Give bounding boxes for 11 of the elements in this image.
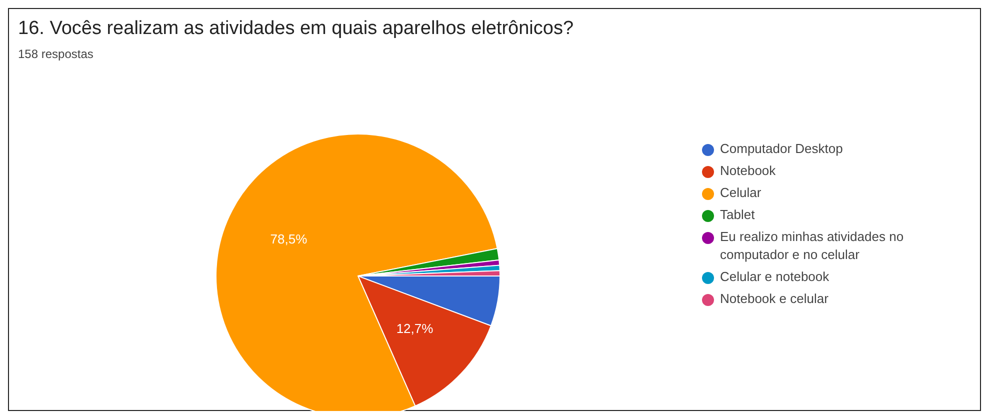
legend-label: Eu realizo minhas atividades no computador e no celular bbox=[720, 229, 904, 262]
data-label: 12,7% bbox=[396, 321, 434, 336]
chart-title: 16. Vocês realizam as atividades em quais aparelhos eletrônicos? bbox=[18, 18, 574, 39]
legend-label: Notebook bbox=[720, 163, 776, 178]
legend-label: Notebook e celular bbox=[720, 291, 830, 306]
legend-label: Celular e notebook bbox=[720, 269, 830, 284]
legend-label: Celular bbox=[720, 185, 762, 200]
text: 158 respostas bbox=[18, 47, 94, 61]
legend-label: Tablet bbox=[720, 207, 756, 222]
legend-label: Computador Desktop bbox=[720, 141, 843, 156]
data-label: 78,5% bbox=[270, 231, 308, 246]
